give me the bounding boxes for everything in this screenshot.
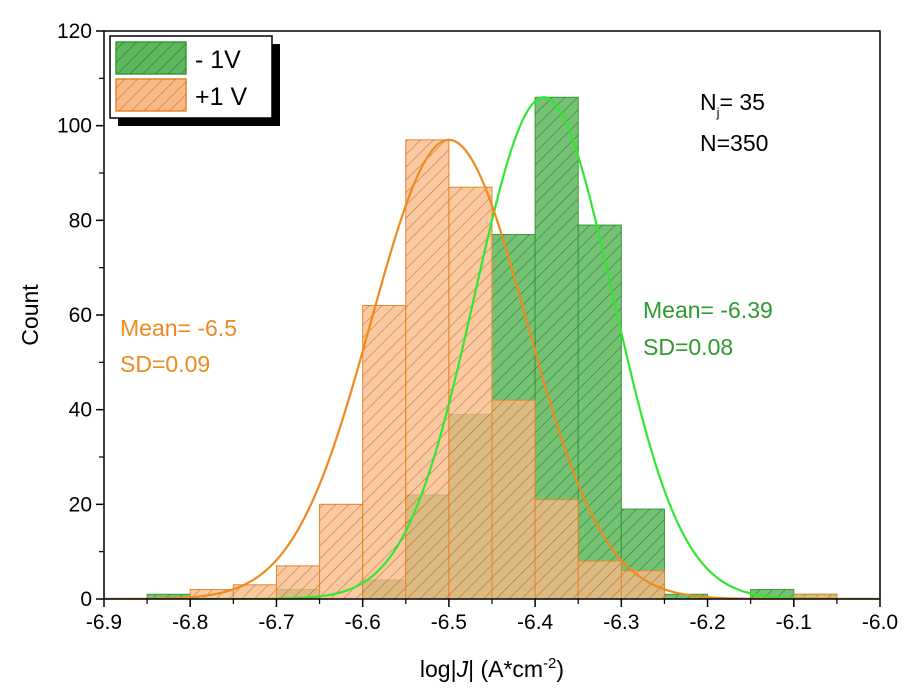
x-tick-label-6: -6.3	[603, 611, 639, 634]
bar-hatch-green-14	[750, 589, 794, 599]
bar-hatch-orange-6	[405, 139, 449, 599]
bar-hatch-orange-3	[276, 565, 320, 599]
y-tick-label-4: 80	[69, 209, 92, 232]
legend-label-green: - 1V	[195, 46, 241, 74]
bar-hatch-orange-5	[362, 305, 406, 599]
bar-hatch-orange-7	[448, 187, 492, 599]
bar-hatch-orange-9	[535, 499, 579, 599]
x-tick-label-3: -6.6	[345, 611, 381, 634]
bar-hatch-orange-2	[233, 584, 277, 599]
bar-hatch-orange-11	[621, 570, 665, 599]
y-tick-label-1: 20	[69, 493, 92, 516]
x-axis: -6.9 -6.8 -6.7 -6.6 -6.5 -6.4 -6.3 -6.2 -6.1 -6.0	[86, 599, 898, 634]
y-axis: 0 20 40 60 80 100 120	[57, 20, 104, 611]
y-tick-label-5: 100	[57, 115, 92, 138]
legend-label-orange: +1 V	[195, 83, 247, 111]
bar-hatch-green-10	[578, 225, 622, 600]
annotation-orange-sd: SD=0.09	[120, 351, 210, 377]
bar-hatch-green-0	[147, 594, 191, 599]
bar-hatch-orange-10	[578, 561, 622, 599]
x-tick-label-2: -6.7	[258, 611, 294, 634]
bar-hatch-orange-15	[793, 594, 837, 599]
series-orange-bars	[189, 139, 838, 600]
x-tick-label-7: -6.2	[689, 611, 725, 634]
x-tick-label-0: -6.9	[86, 611, 122, 634]
legend: - 1V +1 V	[109, 35, 280, 126]
legend-swatch-green-hatch	[116, 42, 186, 74]
y-tick-label-2: 40	[69, 399, 92, 422]
y-axis-label: Count	[17, 284, 43, 346]
annotation-green-mean: Mean= -6.39	[643, 297, 773, 323]
x-tick-label-9: -6.0	[862, 611, 898, 634]
x-tick-label-5: -6.4	[517, 611, 554, 634]
bar-hatch-green-12	[664, 594, 708, 599]
y-tick-label-3: 60	[69, 304, 92, 327]
x-tick-label-1: -6.8	[172, 611, 208, 634]
legend-swatch-orange-hatch	[116, 79, 186, 111]
y-tick-label-6: 120	[57, 20, 92, 43]
annotation-nj: Nj= 35	[700, 89, 765, 120]
bar-hatch-orange-4	[319, 504, 363, 599]
x-tick-label-8: -6.1	[776, 611, 812, 634]
x-tick-label-4: -6.5	[431, 611, 467, 634]
bar-hatch-orange-8	[492, 400, 536, 599]
annotation-n-total: N=350	[700, 130, 768, 156]
x-axis-label: log|J| (A*cm-2)	[420, 655, 564, 682]
annotation-orange-mean: Mean= -6.5	[120, 315, 237, 341]
annotation-green-sd: SD=0.08	[643, 334, 733, 360]
y-tick-label-0: 0	[80, 588, 92, 611]
